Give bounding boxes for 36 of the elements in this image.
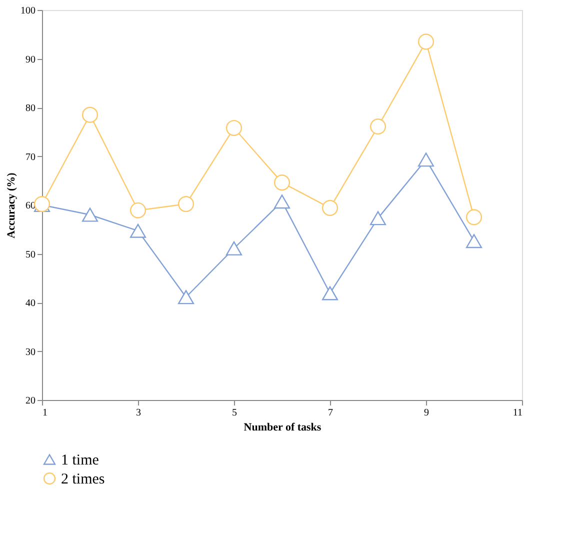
point bbox=[178, 290, 194, 304]
y-tick-label: 20 bbox=[26, 396, 36, 406]
point bbox=[274, 174, 290, 191]
x-tick-label: 1 bbox=[42, 408, 48, 418]
y-tick-label: 80 bbox=[26, 103, 36, 114]
point bbox=[178, 196, 194, 212]
point bbox=[82, 208, 98, 222]
y-tick-label: 30 bbox=[26, 346, 36, 358]
y-tick-label: 100 bbox=[20, 6, 36, 16]
point bbox=[466, 209, 482, 226]
x-tick-label: 11 bbox=[512, 408, 522, 418]
point bbox=[274, 194, 290, 209]
y-tick-label: 70 bbox=[26, 152, 36, 163]
legend-label: 1 time bbox=[61, 452, 100, 468]
point bbox=[370, 211, 386, 226]
point bbox=[130, 202, 146, 218]
point bbox=[226, 120, 242, 136]
point bbox=[370, 118, 386, 135]
y-axis-title: Accuracy (%) bbox=[6, 172, 18, 238]
y-tick-label: 50 bbox=[26, 249, 36, 260]
point bbox=[226, 241, 242, 256]
x-axis-title: Number of tasks bbox=[244, 422, 322, 434]
point bbox=[418, 34, 434, 50]
x-tick-label: 7 bbox=[328, 408, 333, 418]
point bbox=[82, 106, 98, 123]
point bbox=[322, 286, 338, 300]
legend-label: 2 times bbox=[61, 472, 105, 488]
point bbox=[322, 200, 338, 216]
x-tick-label: 9 bbox=[424, 408, 429, 418]
y-tick-label: 90 bbox=[26, 54, 36, 66]
point bbox=[130, 224, 146, 238]
x-tick-label: 3 bbox=[136, 408, 141, 418]
point bbox=[418, 152, 434, 167]
x-tick-label: 5 bbox=[232, 408, 237, 418]
y-tick-label: 40 bbox=[26, 298, 36, 309]
point bbox=[466, 234, 482, 248]
